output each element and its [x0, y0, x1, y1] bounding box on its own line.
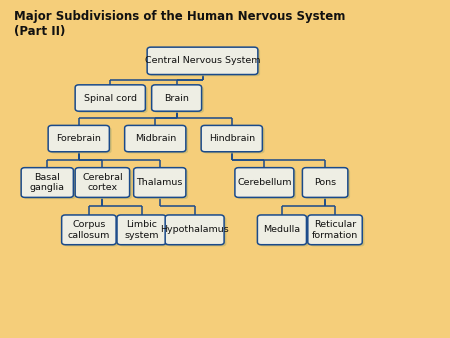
Text: Major Subdivisions of the Human Nervous System
(Part II): Major Subdivisions of the Human Nervous …	[14, 10, 345, 38]
FancyBboxPatch shape	[167, 217, 226, 246]
Text: Hindbrain: Hindbrain	[209, 134, 255, 143]
FancyBboxPatch shape	[149, 49, 260, 76]
Text: Cerebral
cortex: Cerebral cortex	[82, 173, 123, 192]
FancyBboxPatch shape	[48, 125, 109, 152]
FancyBboxPatch shape	[203, 127, 265, 153]
FancyBboxPatch shape	[237, 169, 296, 199]
FancyBboxPatch shape	[260, 217, 309, 246]
Text: Medulla: Medulla	[263, 225, 301, 234]
FancyBboxPatch shape	[165, 215, 224, 245]
Text: Midbrain: Midbrain	[135, 134, 176, 143]
Text: Limbic
system: Limbic system	[124, 220, 159, 240]
FancyBboxPatch shape	[305, 169, 350, 199]
Text: Reticular
formation: Reticular formation	[312, 220, 358, 240]
FancyBboxPatch shape	[308, 215, 362, 245]
FancyBboxPatch shape	[21, 168, 73, 197]
FancyBboxPatch shape	[77, 87, 148, 113]
FancyBboxPatch shape	[235, 168, 294, 197]
FancyBboxPatch shape	[75, 168, 130, 197]
Text: Forebrain: Forebrain	[56, 134, 101, 143]
FancyBboxPatch shape	[257, 215, 306, 245]
FancyBboxPatch shape	[127, 127, 188, 153]
FancyBboxPatch shape	[310, 217, 364, 246]
Text: Pons: Pons	[314, 178, 336, 187]
FancyBboxPatch shape	[77, 169, 132, 199]
Text: Spinal cord: Spinal cord	[84, 94, 137, 102]
Text: Basal
ganglia: Basal ganglia	[30, 173, 65, 192]
FancyBboxPatch shape	[62, 215, 116, 245]
FancyBboxPatch shape	[64, 217, 118, 246]
FancyBboxPatch shape	[201, 125, 262, 152]
FancyBboxPatch shape	[117, 215, 166, 245]
Text: Corpus
callosum: Corpus callosum	[68, 220, 110, 240]
Text: Hypothalamus: Hypothalamus	[160, 225, 229, 234]
FancyBboxPatch shape	[23, 169, 76, 199]
Text: Cerebellum: Cerebellum	[237, 178, 292, 187]
FancyBboxPatch shape	[152, 85, 202, 111]
FancyBboxPatch shape	[302, 168, 348, 197]
FancyBboxPatch shape	[119, 217, 168, 246]
FancyBboxPatch shape	[154, 87, 204, 113]
FancyBboxPatch shape	[136, 169, 188, 199]
FancyBboxPatch shape	[147, 47, 258, 75]
Text: Central Nervous System: Central Nervous System	[145, 56, 260, 65]
FancyBboxPatch shape	[125, 125, 186, 152]
FancyBboxPatch shape	[134, 168, 186, 197]
FancyBboxPatch shape	[75, 85, 145, 111]
Text: Brain: Brain	[164, 94, 189, 102]
Text: Thalamus: Thalamus	[136, 178, 183, 187]
FancyBboxPatch shape	[50, 127, 112, 153]
